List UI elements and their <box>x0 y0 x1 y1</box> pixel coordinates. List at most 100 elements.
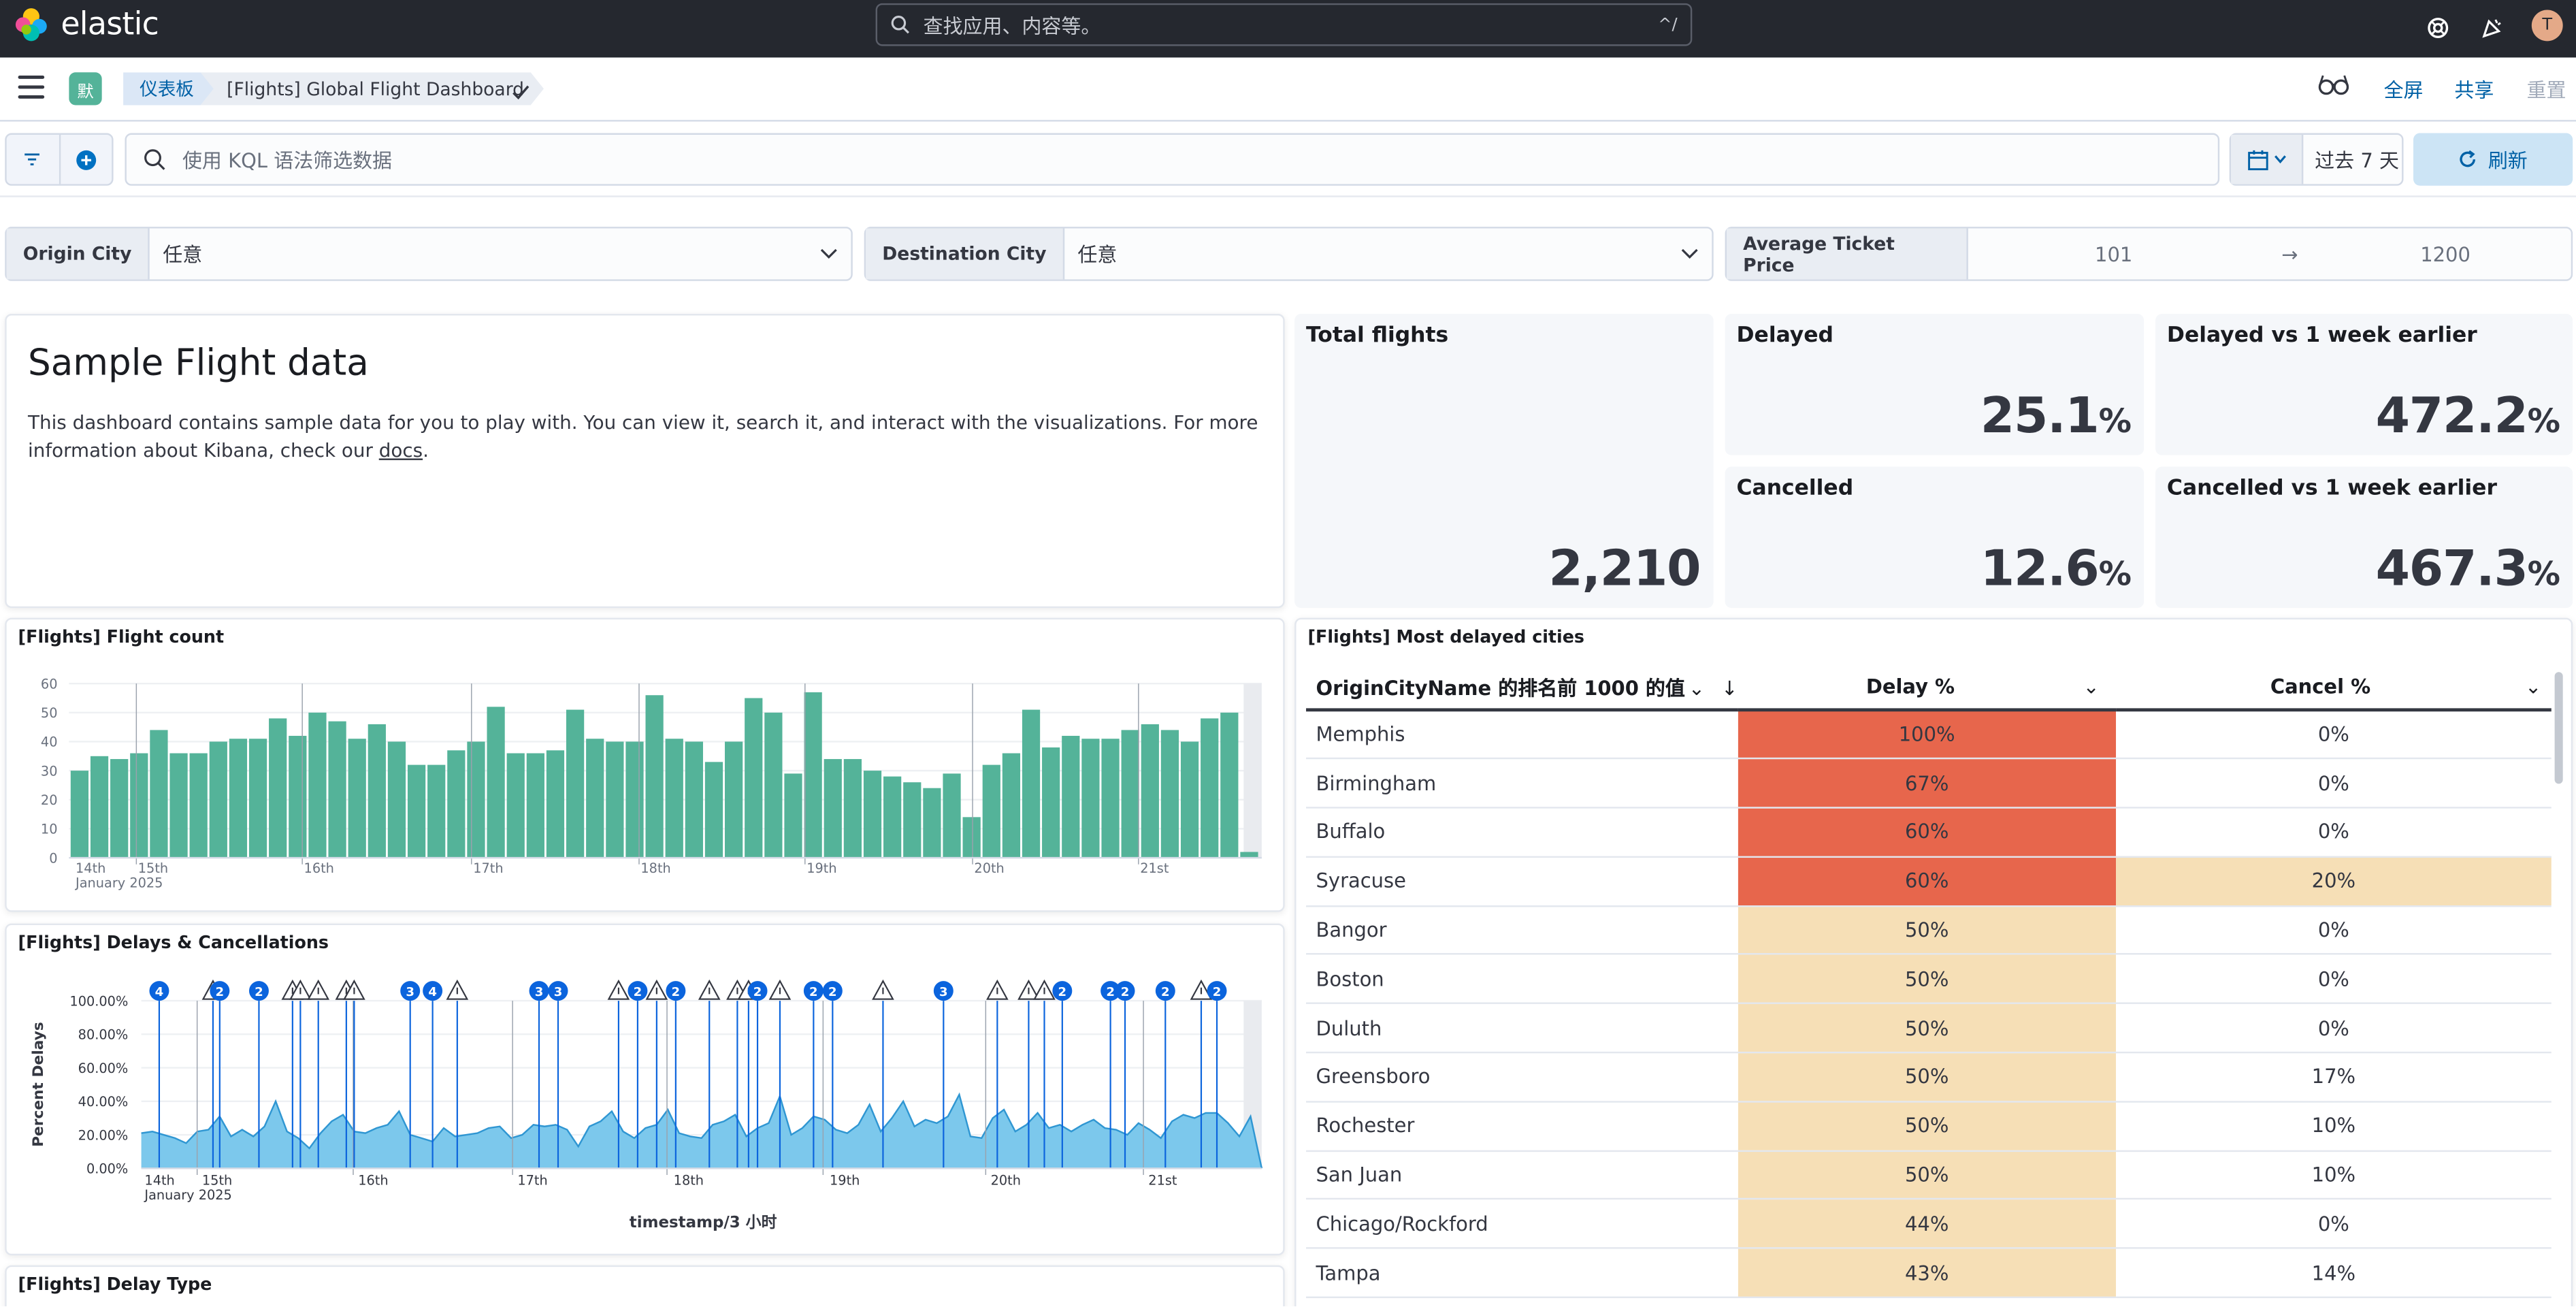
destination-city-value: 任意 <box>1077 243 1118 267</box>
price-max-input[interactable]: 1200 <box>2420 242 2471 265</box>
bar <box>1121 730 1139 858</box>
table-row[interactable]: Boston 50% 0% <box>1306 954 2551 1005</box>
y-tick-label: 30 <box>41 763 58 779</box>
panel-title: [Flights] Delay Type <box>18 1275 212 1295</box>
table-row[interactable]: Duluth 50% 0% <box>1306 1003 2551 1054</box>
metric-number: 472.2 <box>2375 387 2528 446</box>
bar <box>1042 747 1060 858</box>
annotation-marker <box>1155 981 1175 1001</box>
cell-city: Bangor <box>1306 905 1738 956</box>
table-row[interactable]: San Juan 50% 10% <box>1306 1150 2551 1201</box>
bar <box>1180 741 1199 858</box>
cell-cancel: 17% <box>2115 1052 2551 1103</box>
metric-number: 2,210 <box>1548 540 1701 598</box>
bar <box>1081 739 1100 858</box>
news-feed-icon[interactable] <box>2474 10 2510 46</box>
bar <box>1141 724 1159 858</box>
cell-delay: 50% <box>1738 1150 2116 1201</box>
bar <box>150 730 168 858</box>
table-row[interactable]: Bangor 50% 0% <box>1306 905 2551 956</box>
x-tick-label: 16th <box>304 860 334 876</box>
origin-city-control[interactable]: Origin City 任意 <box>5 227 853 281</box>
y-tick-label: 80.00% <box>78 1027 129 1043</box>
date-picker[interactable]: 过去 7 天 <box>2229 133 2404 186</box>
user-avatar[interactable]: T <box>2531 10 2563 42</box>
fullscreen-link[interactable]: 全屏 <box>2383 78 2424 102</box>
bar <box>70 771 89 858</box>
annotation-count-label: 2 <box>672 985 681 999</box>
add-filter-button[interactable] <box>58 134 112 184</box>
view-mode-glasses-icon[interactable] <box>2317 71 2353 107</box>
breadcrumb-dashboards[interactable]: 仪表板 <box>123 72 217 105</box>
bar <box>407 764 426 858</box>
help-icon[interactable] <box>2420 10 2456 46</box>
bar <box>784 773 802 858</box>
bar <box>1160 730 1179 858</box>
metric-unit: % <box>2527 553 2560 594</box>
chevron-down-icon: ⌄ <box>1688 676 1706 700</box>
annotation-marker <box>1115 981 1135 1001</box>
refresh-button[interactable]: 刷新 <box>2413 133 2573 186</box>
table-row[interactable]: Birmingham 67% 0% <box>1306 758 2551 809</box>
annotation-count-label: 2 <box>753 985 762 999</box>
bar <box>368 724 386 858</box>
bar <box>130 753 148 858</box>
metric-unit: % <box>2527 400 2560 440</box>
filter-buttons-group <box>5 133 114 186</box>
cell-delay: 100% <box>1738 709 2116 760</box>
bar <box>685 741 703 858</box>
bar <box>1062 735 1080 858</box>
annotation-count-label: 2 <box>1161 985 1170 999</box>
cell-delay: 50% <box>1738 1052 2116 1103</box>
table-row[interactable]: Tampa 43% 14% <box>1306 1248 2551 1299</box>
table-row[interactable]: Syracuse 60% 20% <box>1306 856 2551 907</box>
flight-count-chart[interactable]: 0 10 20 30 40 50 60 14th 15th 16th 17th 18th 19th 20t… <box>7 619 1286 914</box>
table-row[interactable]: Chicago/Rockford 44% 0% <box>1306 1199 2551 1250</box>
price-min-input[interactable]: 101 <box>2095 242 2133 265</box>
cell-cancel: 0% <box>2115 905 2551 956</box>
x-tick-label: 14th <box>144 1172 174 1188</box>
metric-value: 467.3% <box>2376 540 2560 598</box>
delays-chart[interactable]: 0.00% 20.00% 40.00% 60.00% 80.00% 100.00% Perc… <box>7 925 1286 1257</box>
y-tick-label: 0.00% <box>86 1161 128 1177</box>
date-range-text: 过去 7 天 <box>2315 148 2399 172</box>
bar <box>546 750 565 858</box>
delay-type-panel: [Flights] Delay Type <box>5 1265 1285 1307</box>
table-row[interactable]: Memphis 100% 0% <box>1306 709 2551 760</box>
space-avatar[interactable]: 默 <box>69 72 102 106</box>
bar <box>1220 712 1239 858</box>
elastic-logo[interactable]: elastic <box>13 7 159 43</box>
panel-title: [Flights] Most delayed cities <box>1307 628 1585 648</box>
quick-menu-button[interactable] <box>2231 134 2304 184</box>
table-row[interactable]: Rochester 50% 10% <box>1306 1101 2551 1152</box>
bar <box>625 741 644 858</box>
destination-city-control[interactable]: Destination City 任意 <box>864 227 1714 281</box>
x-tick-label: 14th <box>76 860 105 876</box>
column-header-delay[interactable]: Delay % ⌄ <box>1738 665 2116 712</box>
sort-desc-icon[interactable]: ↓ <box>1721 676 1738 700</box>
cell-city: San Juan <box>1306 1150 1738 1201</box>
docs-link[interactable]: docs <box>378 438 423 462</box>
table-scrollbar[interactable] <box>2554 672 2563 784</box>
annotation-count-label: 3 <box>939 985 948 999</box>
cell-delay: 50% <box>1738 1101 2116 1152</box>
global-search-input[interactable]: 查找应用、内容等。 ^/ <box>875 3 1693 46</box>
column-header-cancel[interactable]: Cancel % ⌄ <box>2115 665 2551 712</box>
filter-menu-button[interactable] <box>7 135 59 184</box>
table-row[interactable]: Buffalo 60% 0% <box>1306 807 2551 858</box>
y-tick-label: 50 <box>41 705 58 721</box>
share-link[interactable]: 共享 <box>2454 78 2494 102</box>
reset-link[interactable]: 重置 <box>2526 78 2566 102</box>
bar <box>1101 739 1120 858</box>
menu-toggle-icon[interactable] <box>18 76 45 99</box>
cell-city: Greensboro <box>1306 1052 1738 1103</box>
column-header-city[interactable]: OriginCityName 的排名前 1000 的值 ⌄ ↓ <box>1306 665 1738 712</box>
cell-delay: 43% <box>1738 1248 2116 1299</box>
metric-value: 25.1% <box>1980 388 2132 445</box>
chevron-down-icon: ⌄ <box>2083 675 2100 698</box>
annotation-marker <box>529 981 549 1001</box>
annotation-marker <box>1100 981 1121 1001</box>
kql-search-input[interactable]: 使用 KQL 语法筛选数据 <box>125 133 2220 186</box>
table-row[interactable]: Greensboro 50% 17% <box>1306 1052 2551 1103</box>
ticket-price-range-control[interactable]: Average Ticket Price 101 → 1200 <box>1725 227 2573 281</box>
